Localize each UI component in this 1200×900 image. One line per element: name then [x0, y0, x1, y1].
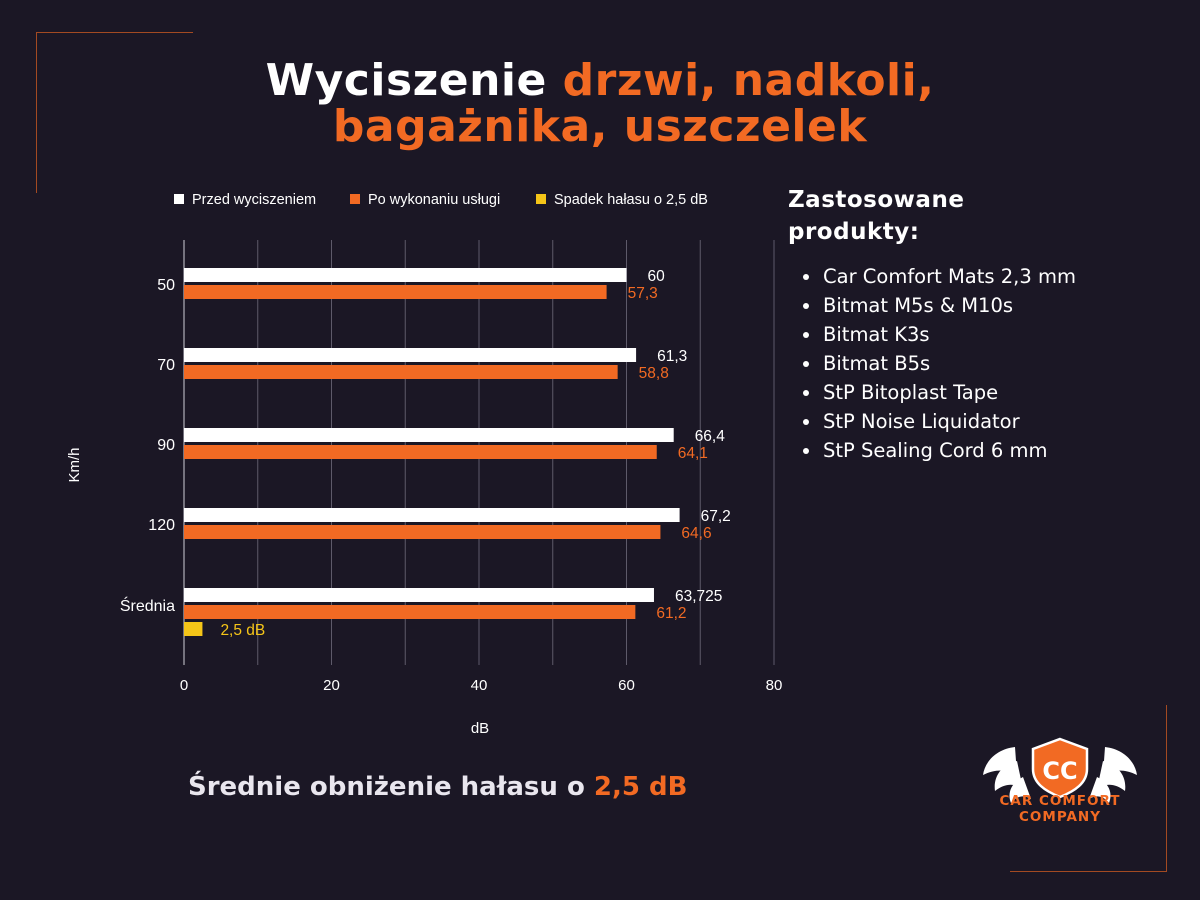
product-item: Bitmat B5s	[800, 349, 1076, 378]
x-tick-label: 80	[766, 677, 783, 694]
decorative-frame-bottom-right	[1010, 705, 1167, 872]
bar-after	[184, 525, 661, 539]
y-tick-label: 50	[157, 277, 175, 294]
product-item: StP Bitoplast Tape	[800, 378, 1076, 407]
y-tick-label: 70	[157, 357, 175, 374]
legend-swatch	[536, 194, 546, 204]
product-item: StP Noise Liquidator	[800, 407, 1076, 436]
x-tick-label: 0	[180, 677, 188, 694]
bar-after	[184, 365, 618, 379]
bullet-icon	[803, 274, 809, 280]
data-label: 60	[648, 268, 666, 285]
data-label: 61,2	[656, 605, 686, 622]
title-part-orange-2: bagażnika, uszczelek	[332, 101, 868, 152]
decorative-frame-top-left	[36, 32, 193, 193]
y-tick-label: Średnia	[120, 596, 175, 615]
bar-before	[184, 428, 674, 442]
data-label: 2,5 dB	[220, 622, 265, 639]
product-item: Bitmat M5s & M10s	[800, 291, 1076, 320]
y-tick-label: 90	[157, 437, 175, 454]
product-item: Car Comfort Mats 2,3 mm	[800, 262, 1076, 291]
bar-before	[184, 588, 654, 602]
bar-after	[184, 285, 607, 299]
x-tick-label: 60	[618, 677, 635, 694]
data-label: 67,2	[701, 508, 731, 525]
x-tick-label: 40	[471, 677, 488, 694]
bullet-icon	[803, 419, 809, 425]
bar-after	[184, 605, 636, 619]
x-tick-label: 20	[323, 677, 340, 694]
bullet-icon	[803, 332, 809, 338]
products-list: Car Comfort Mats 2,3 mm Bitmat M5s & M10s…	[800, 262, 1076, 465]
product-label: StP Sealing Cord 6 mm	[823, 439, 1048, 462]
data-label: 58,8	[639, 365, 669, 382]
data-label: 64,6	[681, 525, 711, 542]
product-label: Bitmat B5s	[823, 352, 931, 375]
product-label: Car Comfort Mats 2,3 mm	[823, 265, 1076, 288]
data-label: 64,1	[678, 445, 708, 462]
bar-before	[184, 348, 637, 362]
winged-shield-logo-icon: CC	[983, 737, 1137, 803]
logo-text: CAR COMFORT COMPANY	[965, 793, 1155, 825]
bullet-icon	[803, 448, 809, 454]
summary-text: Średnie obniżenie hałasu o 2,5 dB	[188, 772, 687, 802]
product-item: StP Sealing Cord 6 mm	[800, 436, 1076, 465]
bullet-icon	[803, 361, 809, 367]
logo-line1: CAR COMFORT	[999, 793, 1121, 809]
y-axis-title: Km/h	[66, 447, 83, 482]
bar-after	[184, 445, 657, 459]
summary-highlight: 2,5 dB	[593, 772, 688, 802]
bar-drop	[184, 622, 203, 636]
logo-monogram: CC	[1042, 757, 1077, 785]
title-part-white: Wyciszenie	[265, 55, 563, 106]
product-label: StP Noise Liquidator	[823, 410, 1020, 433]
legend-label: Spadek hałasu o 2,5 dB	[554, 192, 708, 208]
legend-label: Przed wyciszeniem	[192, 192, 316, 208]
logo-line2: COMPANY	[1019, 809, 1101, 825]
x-axis-title: dB	[471, 720, 489, 737]
legend-swatch	[174, 194, 184, 204]
product-label: Bitmat M5s & M10s	[823, 294, 1014, 317]
title-part-orange-1: drzwi, nadkoli,	[562, 55, 935, 106]
bar-before	[184, 508, 680, 522]
y-tick-label: 120	[148, 517, 175, 534]
product-label: StP Bitoplast Tape	[823, 381, 999, 404]
summary-label: Średnie obniżenie hałasu o	[188, 772, 594, 802]
data-label: 66,4	[695, 428, 726, 445]
data-label: 57,3	[628, 285, 658, 302]
bullet-icon	[803, 303, 809, 309]
products-title: Zastosowane produkty:	[788, 187, 965, 245]
data-label: 63,725	[675, 588, 722, 605]
bar-chart: Przed wyciszeniem Po wykonaniu usługi Spad…	[66, 192, 783, 737]
page-title: Wyciszenie drzwi, nadkoli, bagażnika, us…	[0, 58, 1200, 150]
legend-swatch	[350, 194, 360, 204]
product-label: Bitmat K3s	[823, 323, 930, 346]
product-item: Bitmat K3s	[800, 320, 1076, 349]
bar-before	[184, 268, 627, 282]
data-label: 61,3	[657, 348, 687, 365]
legend-label: Po wykonaniu usługi	[368, 192, 500, 208]
bullet-icon	[803, 390, 809, 396]
